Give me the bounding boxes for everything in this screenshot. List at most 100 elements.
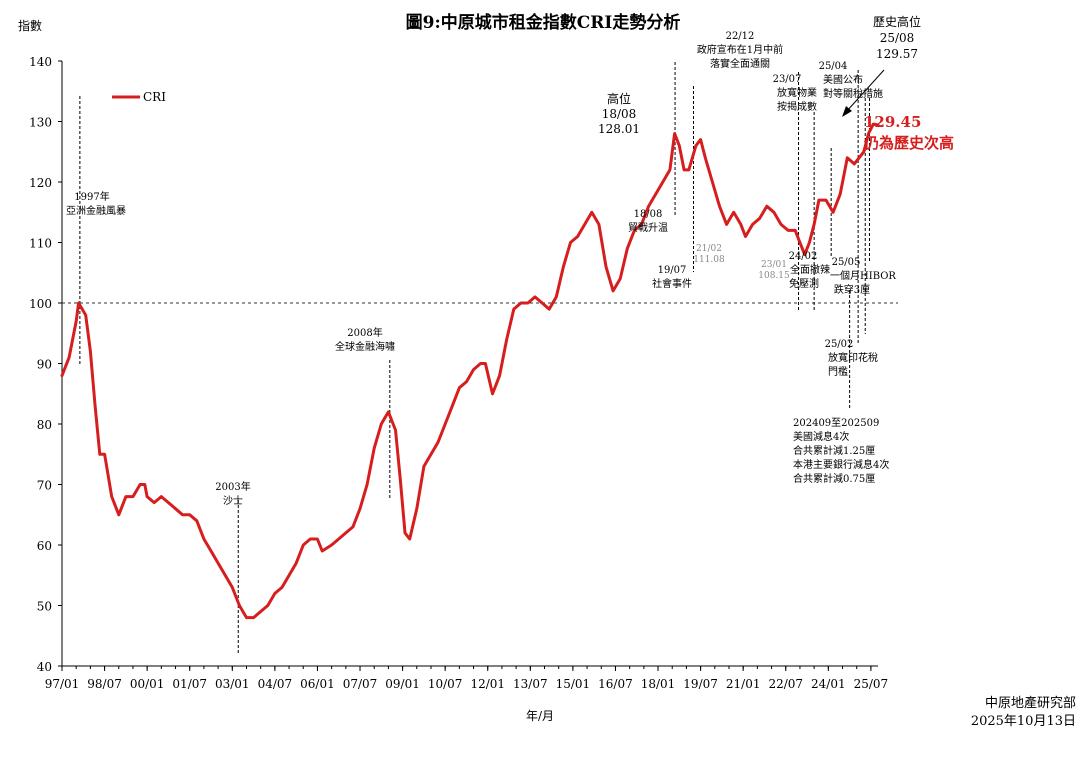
data-point — [725, 223, 728, 226]
x-tick-label: 16/07 — [598, 677, 633, 691]
data-point — [576, 235, 579, 238]
data-point — [569, 241, 572, 244]
ann-low2021-line2: 111.08 — [693, 255, 725, 265]
data-point — [458, 386, 461, 389]
data-point — [125, 495, 127, 498]
data-point — [196, 520, 198, 522]
y-axis-label: 指數 — [18, 18, 42, 33]
ann-trade-line1: 18/08 — [634, 209, 663, 220]
y-tick-label: 100 — [29, 297, 52, 311]
ann-2008-line2: 全球金融海嘯 — [335, 340, 395, 353]
ann-rates-line4: 本港主要銀行減息4次 — [793, 458, 889, 471]
data-point — [619, 278, 621, 280]
data-point — [818, 199, 820, 201]
y-tick-label: 120 — [29, 176, 52, 190]
data-point — [94, 405, 96, 407]
ann-2504-line2: 美國公布 — [823, 73, 863, 86]
data-point — [491, 393, 494, 395]
ann-peak-line3: 128.01 — [598, 122, 640, 136]
data-point — [245, 616, 248, 619]
data-point — [139, 483, 141, 486]
data-point — [75, 320, 77, 323]
data-point — [68, 356, 70, 359]
ann-2307-line2: 放寬物業 — [777, 86, 817, 99]
data-point — [188, 514, 191, 516]
x-tick-label: 10/07 — [428, 677, 463, 691]
ann-2003-line2: 沙士 — [223, 494, 243, 507]
high-arrow-head — [842, 106, 852, 117]
data-point — [366, 483, 368, 486]
ann-2502-line3: 門檻 — [828, 365, 848, 378]
data-point — [813, 223, 815, 226]
data-point — [210, 550, 212, 552]
data-point — [217, 562, 219, 564]
data-point — [794, 229, 796, 232]
data-point — [224, 574, 226, 577]
ann-peak-line2: 18/08 — [602, 107, 637, 121]
data-point — [174, 507, 177, 510]
data-point — [380, 423, 383, 425]
annotations: 1997年 亞洲金融風暴 2003年 沙士 2008年 全球金融海嘯 高位 18… — [66, 14, 954, 507]
ann-rates-line5: 合共累計減0.75厘 — [793, 472, 875, 485]
source-org: 中原地產研究部 — [985, 695, 1076, 711]
data-point — [711, 181, 714, 183]
data-point — [132, 495, 134, 498]
x-tick-label: 03/01 — [215, 677, 250, 691]
ann-social-line2: 社會事件 — [652, 277, 692, 290]
data-point — [839, 193, 841, 195]
data-point — [853, 163, 856, 165]
data-point — [89, 350, 92, 353]
data-point — [160, 495, 163, 498]
data-point — [267, 604, 269, 607]
data-point — [591, 211, 593, 214]
data-point — [444, 423, 447, 425]
latest-note: 仍為歷史次高 — [863, 134, 954, 152]
ann-rates-line2: 美國減息4次 — [793, 430, 849, 443]
data-point — [167, 501, 170, 504]
data-point — [858, 157, 860, 159]
y-tick-label: 80 — [37, 418, 52, 432]
x-tick-label: 07/07 — [343, 677, 378, 691]
x-tick-label: 21/01 — [726, 677, 761, 691]
ann-high-line3: 129.57 — [876, 47, 918, 61]
ann-low2023-line2: 108.15 — [758, 271, 790, 281]
legend-label: CRI — [143, 90, 166, 104]
data-point — [699, 138, 702, 141]
y-tick-label: 70 — [37, 479, 52, 493]
ann-1997-line2: 亞洲金融風暴 — [66, 204, 126, 217]
data-point — [274, 592, 276, 595]
x-tick-label: 98/07 — [87, 677, 122, 691]
y-tick-label: 130 — [29, 116, 52, 130]
series-points — [61, 123, 879, 619]
data-point — [773, 211, 775, 214]
data-point — [345, 532, 347, 534]
x-tick-label: 97/01 — [45, 677, 80, 691]
data-point — [669, 169, 671, 171]
data-point — [678, 144, 681, 147]
axes — [61, 61, 878, 667]
data-point — [673, 132, 676, 135]
data-point — [181, 514, 184, 516]
x-tick-label: 18/01 — [641, 677, 676, 691]
data-point — [99, 453, 101, 456]
y-tick-label: 140 — [29, 55, 52, 69]
ann-social-line1: 19/07 — [658, 265, 687, 276]
data-point — [704, 157, 707, 159]
x-tick-label: 00/01 — [130, 677, 165, 691]
data-point — [281, 586, 283, 589]
data-point — [110, 495, 113, 498]
data-point — [404, 532, 406, 534]
ann-2402-line1: 24/02 — [789, 251, 818, 262]
data-point — [472, 368, 475, 371]
y-tick-label: 90 — [37, 358, 52, 372]
x-tick-label: 12/01 — [470, 677, 505, 691]
data-point — [498, 374, 501, 377]
data-point — [654, 193, 657, 195]
data-point — [423, 465, 425, 468]
data-point — [259, 610, 262, 613]
x-tick-label: 09/01 — [385, 677, 420, 691]
data-point — [359, 507, 361, 510]
data-point — [330, 544, 333, 546]
ann-2003-line1: 2003年 — [215, 480, 250, 493]
ann-gov-line3: 落實全面通關 — [710, 57, 770, 70]
